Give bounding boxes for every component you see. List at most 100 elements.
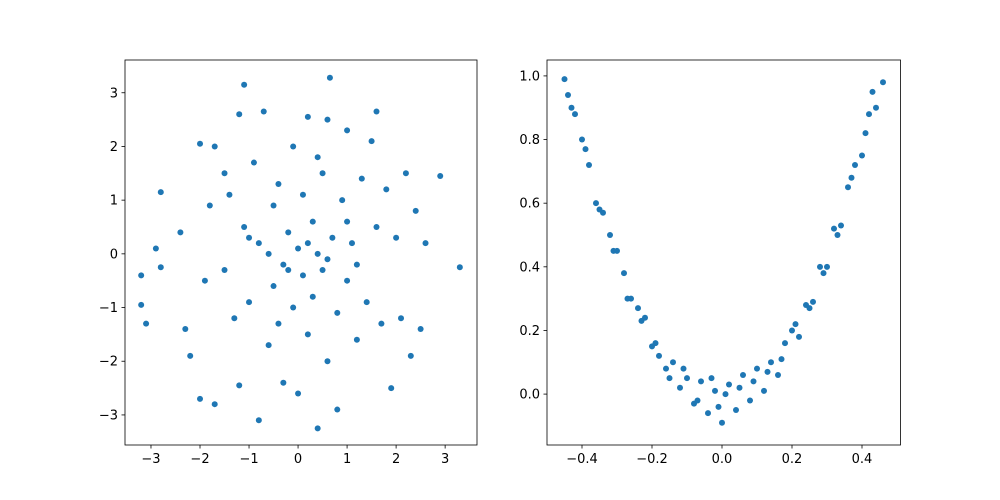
scatter-point [572,111,578,118]
scatter-point [586,162,592,168]
scatter-point [607,232,613,238]
scatter-point [348,240,355,247]
scatter-point [817,263,823,270]
scatter-point [324,116,331,123]
x-tick-label: 0.0 [712,452,733,467]
scatter-point [246,299,253,306]
scatter-point [157,189,164,196]
scatter-point [226,191,233,198]
scatter-point [838,222,844,229]
scatter-point [339,197,346,204]
y-tick-label: 0 [110,247,118,262]
scatter-point [663,365,669,372]
scatter-point [334,406,341,413]
scatter-point [246,234,253,241]
scatter-point [684,375,690,382]
scatter-point [715,403,722,410]
scatter-point [290,143,297,150]
scatter-point [775,372,781,378]
scatter-point [677,384,683,391]
scatter-point [593,200,599,207]
scatter-point [344,277,351,284]
scatter-point [152,245,159,252]
scatter-point [796,333,802,340]
scatter-point [810,298,816,305]
scatter-point [275,320,282,327]
scatter-point [285,229,292,236]
scatter-point [275,181,282,188]
x-tick-label: 2 [392,452,400,467]
scatter-point [211,401,218,408]
scatter-point [206,202,213,209]
scatter-point [304,331,311,338]
scatter-point [764,368,771,375]
scatter-point [596,206,603,213]
scatter-point [820,270,827,277]
scatter-point [726,381,732,388]
scatter-point [182,326,189,333]
scatter-point [373,223,380,230]
scatter-point [265,342,272,349]
scatter-point [656,352,662,359]
scatter-point [402,170,409,177]
scatter-point [260,108,267,115]
scatter-point [834,232,841,238]
scatter-point [388,385,395,392]
scatter-point [831,225,837,232]
scatter-point [768,359,774,366]
scatter-point [255,417,262,424]
y-tick-label: 1.0 [519,69,540,84]
scatter-point [869,88,876,95]
scatter-point [290,304,297,311]
y-tick-label: 2 [110,140,118,155]
scatter-point [324,256,331,263]
scatter-point [582,146,589,153]
scatter-point [845,184,851,191]
scatter-point [407,352,414,359]
scatter-point [561,76,568,83]
scatter-point [792,321,799,328]
scatter-point [255,240,262,247]
scatter-point [319,266,326,273]
scatter-point [201,277,208,284]
scatter-point [456,264,463,271]
scatter-point [265,250,272,257]
scatter-point [610,247,617,254]
scatter-point [295,245,302,252]
x-tick-label: 1 [343,452,351,467]
x-tick-label: 0.4 [852,452,873,467]
scatter-point [873,104,879,111]
scatter-point [568,104,575,111]
scatter-point [747,397,753,404]
scatter-point [789,327,795,334]
scatter-point [285,266,292,273]
scatter-point [304,240,311,247]
scatter-point [138,301,145,308]
scatter-point [778,356,785,363]
scatter-point [398,315,405,322]
scatter-point [353,261,360,268]
scatter-point [197,140,204,147]
scatter-point [187,352,194,359]
x-tick-label: −2 [190,452,209,467]
scatter-point [334,309,341,316]
scatter-point [363,299,370,306]
y-tick-label: −1 [99,301,118,316]
scatter-point [241,223,248,230]
x-tick-label: −0.2 [636,452,668,467]
scatter-point [866,111,872,118]
scatter-point [329,234,336,241]
scatter-point [694,397,701,404]
y-tick-label: 3 [110,86,118,101]
y-tick-label: −2 [99,355,118,370]
scatter-point [270,202,277,209]
scatter-point [236,382,243,389]
scatter-point [806,305,813,312]
scatter-point [859,152,865,159]
scatter-point [326,74,333,81]
scatter-point [848,174,855,181]
scatter-point [852,162,858,168]
y-tick-label: 0.2 [519,324,540,339]
scatter-point [378,320,385,327]
